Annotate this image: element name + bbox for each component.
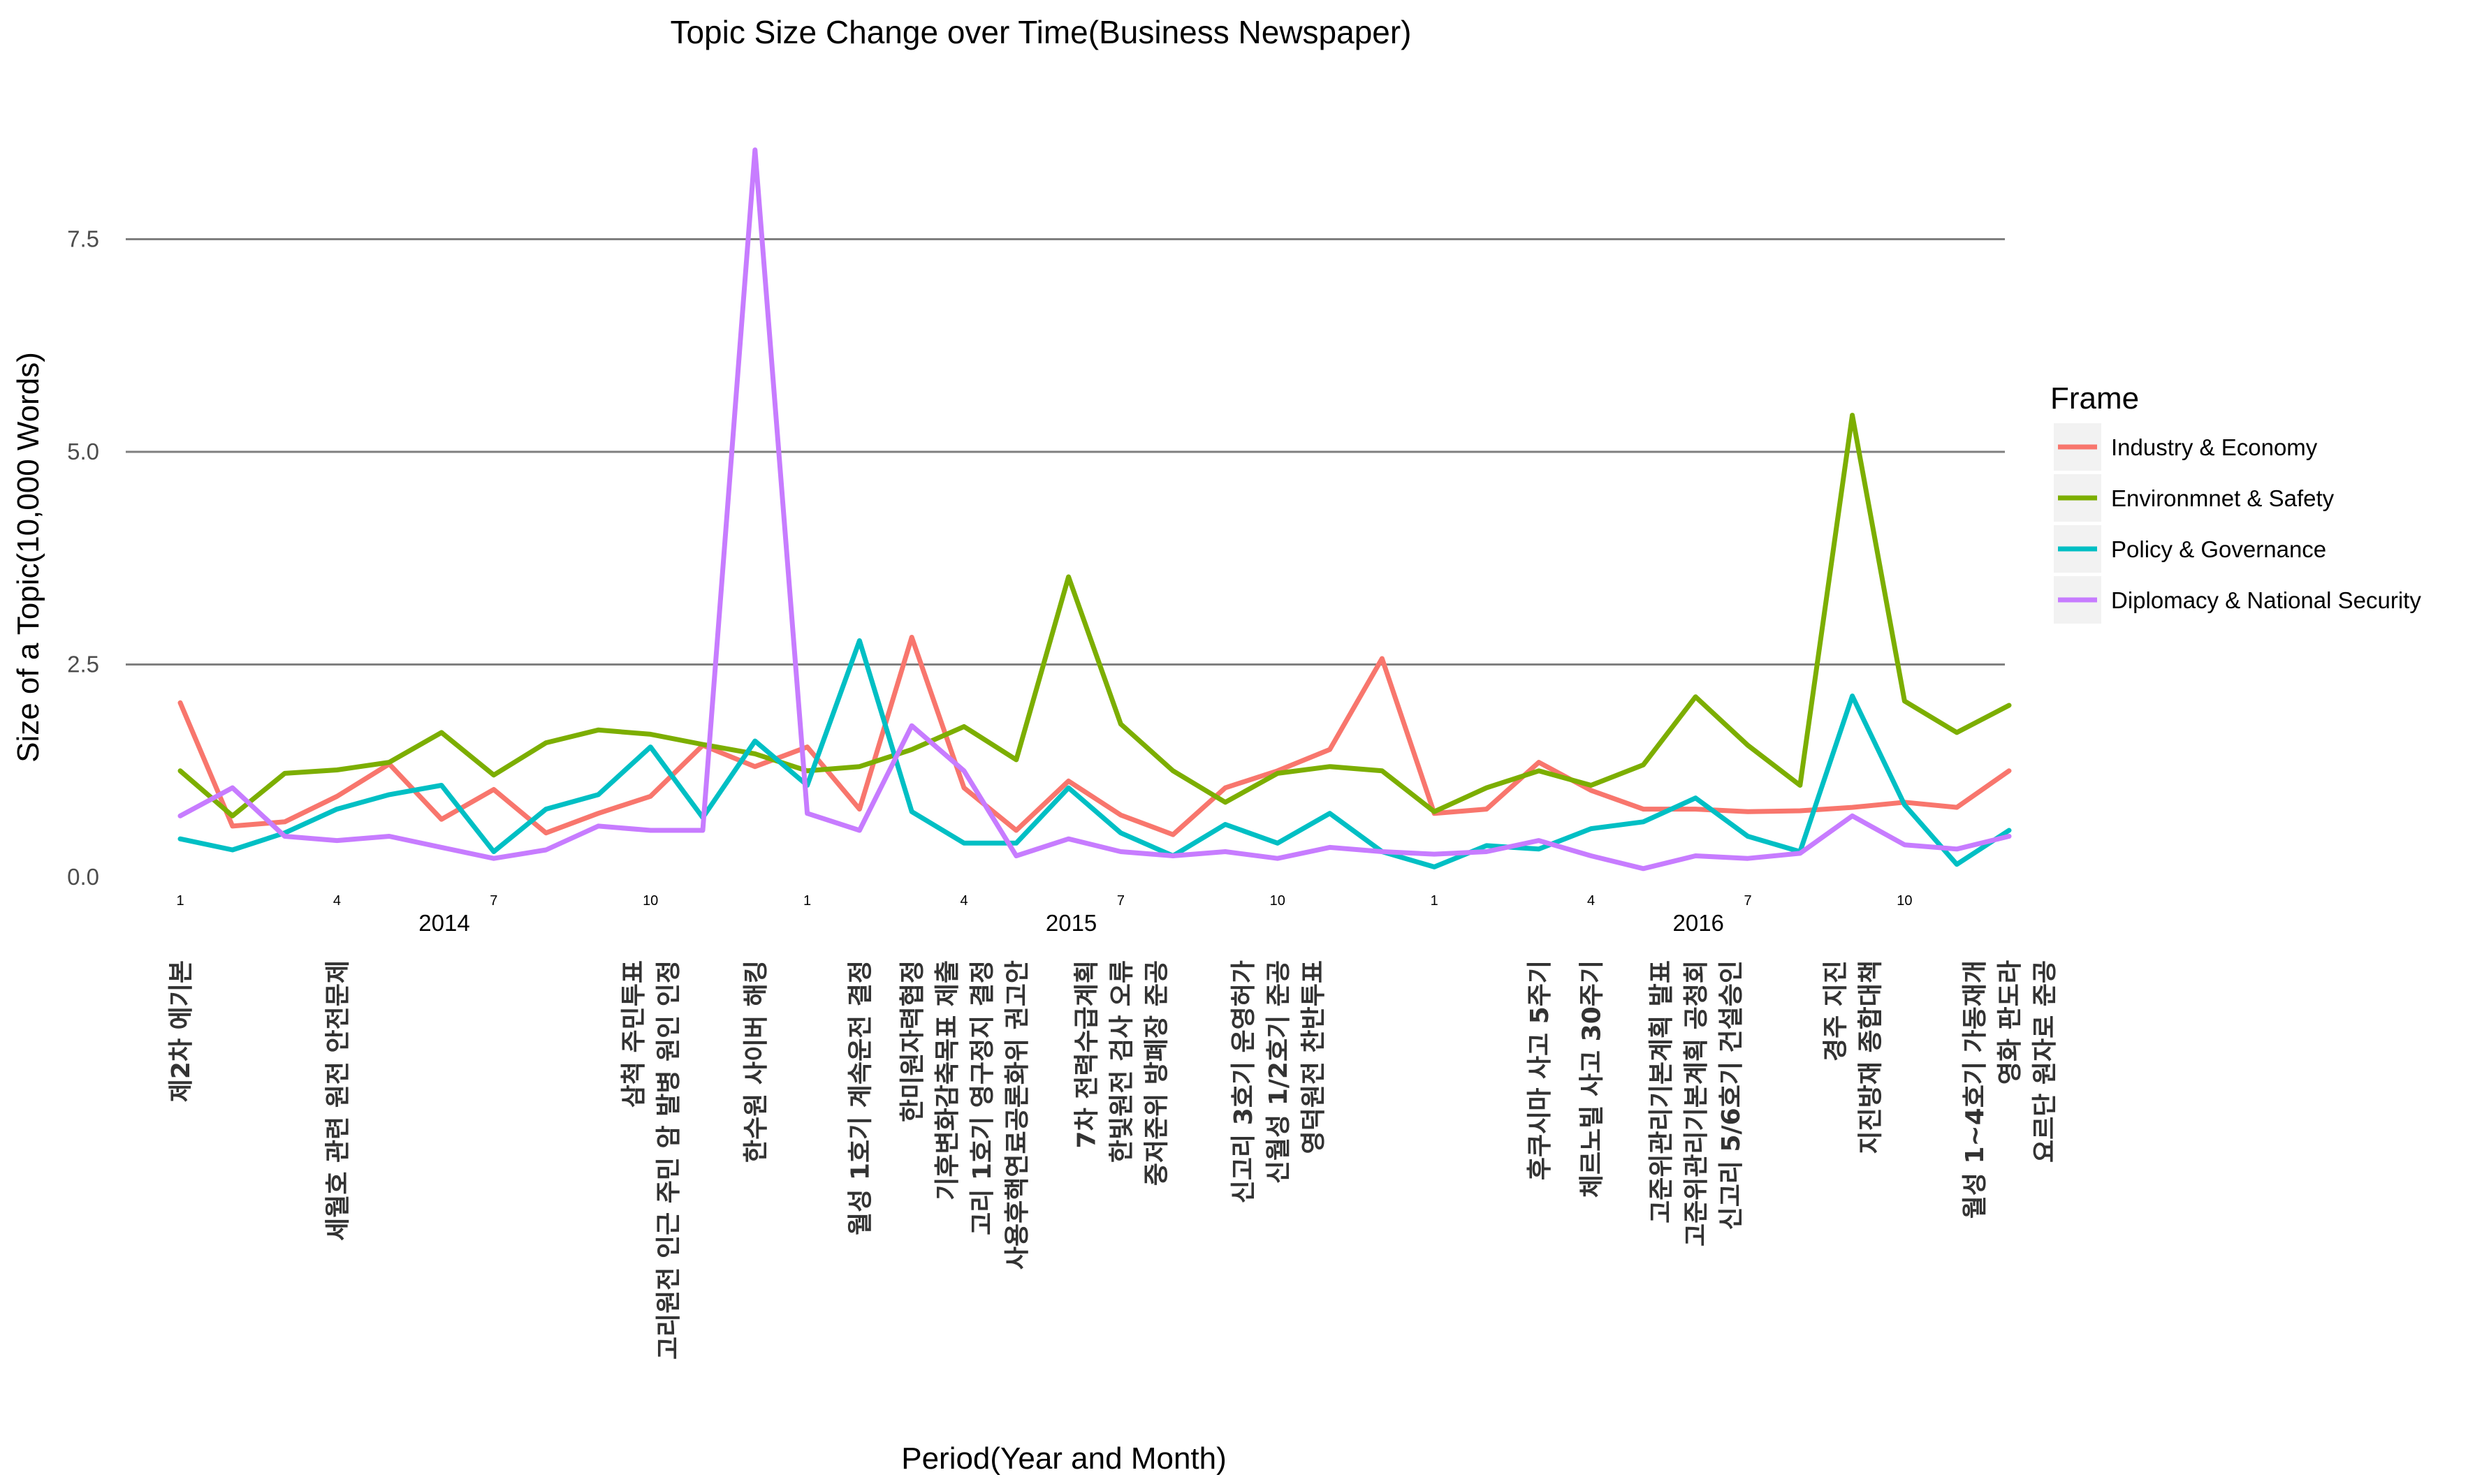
series-line-2 (177, 638, 2012, 869)
y-tick-label: 7.5 (67, 226, 99, 252)
x-tick-month: 1 (1431, 893, 1438, 909)
x-tick-month: 1 (176, 893, 184, 909)
x-tick-month: 10 (643, 893, 658, 909)
series-line-3 (177, 147, 2012, 872)
x-tick-year: 2016 (1672, 910, 1723, 936)
legend-label: Policy & Governance (2111, 536, 2326, 562)
event-annotation: 신고리 5/6호기 건설승인 (1717, 960, 1746, 1230)
event-annotation: 기후변화감축목표 제출 (933, 960, 962, 1200)
series-line-0 (177, 635, 2012, 837)
x-tick-month: 4 (960, 893, 968, 909)
x-tick-month: 4 (1587, 893, 1595, 909)
legend-title: Frame (2050, 381, 2139, 416)
series-lines (177, 147, 2012, 872)
event-annotation: 고리원전 인근 주민 암 발병 원인 인정 (655, 960, 683, 1360)
event-annotation: 고준위관리기본계획 공청회 (1682, 960, 1711, 1247)
x-tick-month: 1 (803, 893, 811, 909)
event-annotation: 사용후핵연료공론화위 권고안 (1003, 960, 1032, 1270)
event-annotation: 한빛원전 검사 오류 (1107, 960, 1136, 1163)
legend-label: Environmnet & Safety (2111, 485, 2335, 511)
event-annotation: 삼척 주민투표 (620, 960, 648, 1108)
y-tick-label: 5.0 (67, 439, 99, 464)
event-annotations: 제2차 에기본 세월호 관련 원전 안전문제 삼척 주민투표 고리원전 인근 주민 암… (167, 960, 2059, 1360)
x-tick-month: 7 (490, 893, 497, 909)
event-annotation: 세월호 관련 원전 안전문제 (323, 960, 352, 1241)
x-axis-title: Period(Year and Month) (901, 1441, 1227, 1476)
y-tick-label: 0.0 (67, 864, 99, 890)
event-annotation: 요르단 원자로 준공 (2031, 960, 2059, 1163)
event-annotation: 체르노빌 사고 30주기 (1578, 960, 1607, 1198)
event-annotation: 중저준위 방폐장 준공 (1142, 960, 1171, 1186)
y-axis-title: Size of a Topic(10,000 Words) (11, 352, 45, 763)
event-annotation: 신고리 3호기 운영허가 (1229, 960, 1258, 1203)
event-annotation: 고리 1호기 영구정지 결정 (968, 960, 997, 1235)
x-tick-month: 7 (1117, 893, 1125, 909)
chart-title: Topic Size Change over Time(Business New… (670, 14, 1411, 50)
event-annotation: 영덕원전 찬반투표 (1299, 960, 1328, 1154)
event-annotation: 영화 판도라 (1996, 960, 2024, 1085)
event-annotation: 한수원 사이버 해킹 (742, 960, 771, 1163)
event-annotation: 경주 지진 (1822, 960, 1850, 1061)
x-tick-month: 10 (1897, 893, 1912, 909)
x-tick-month: 4 (333, 893, 341, 909)
y-tick-label: 2.5 (67, 652, 99, 677)
x-tick-month: 7 (1744, 893, 1751, 909)
x-tick-month: 10 (1270, 893, 1285, 909)
y-tick-labels: 0.0 2.5 5.0 7.5 (67, 226, 99, 890)
legend-label: Industry & Economy (2111, 434, 2318, 460)
event-annotation: 월성 1~4호기 가동재개 (1961, 960, 1990, 1219)
event-annotation: 월성 1호기 계속운전 결정 (846, 960, 875, 1235)
legend-label: Diplomacy & National Security (2111, 587, 2421, 613)
event-annotation: 신월성 1/2호기 준공 (1264, 960, 1293, 1184)
event-annotation: 한미원자력협정 (898, 960, 927, 1122)
event-annotation: 고준위관리기본계획 발표 (1647, 960, 1676, 1224)
x-tick-year: 2015 (1046, 910, 1097, 936)
event-annotation: 지진방재 종합대책 (1857, 960, 1885, 1154)
y-gridlines (126, 238, 2005, 666)
series-line-1 (177, 413, 2012, 818)
event-annotation: 7차 전력수급계획 (1072, 960, 1101, 1148)
x-tick-labels: 1 4 7 10 1 4 7 10 1 4 7 10 2014 2015 2016 (176, 893, 1912, 936)
x-tick-year: 2014 (418, 910, 469, 936)
event-annotation: 제2차 에기본 (167, 960, 196, 1102)
legend: Frame Industry & Economy Environmnet & Sa… (2050, 381, 2421, 624)
event-annotation: 후쿠시마 사고 5주기 (1526, 960, 1554, 1180)
